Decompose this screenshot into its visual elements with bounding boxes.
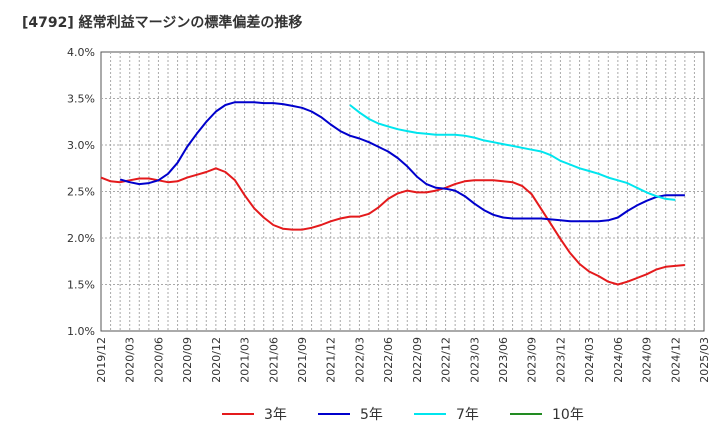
x-tick-label: 2022/09 [411,337,424,383]
x-tick-label: 2023/03 [468,337,481,383]
axis-tick-labels: 1.0% 1.5% 2.0% 2.5% 3.0% 3.5% 4.0% 2019/12 2020/… [67,46,711,383]
x-tick-label: 2024/06 [612,337,625,383]
legend-label-2: 7年 [456,407,479,423]
x-tick-label: 2020/06 [152,337,165,383]
x-tick-label: 2024/09 [641,337,654,383]
grid-lines [101,52,704,331]
legend-label-0: 3年 [264,407,287,423]
x-tick-label: 2025/03 [698,337,711,383]
x-tick-label: 2022/12 [440,337,453,383]
series-line-0 [100,167,685,286]
x-tick-label: 2024/03 [583,337,596,383]
series-lines [100,101,685,286]
y-tick-label: 4.0% [67,46,95,59]
y-tick-label: 3.0% [67,139,95,152]
x-tick-label: 2019/12 [95,337,108,383]
x-tick-label: 2022/06 [382,337,395,383]
chart-title: [4792] 経常利益マージンの標準偏差の推移 [22,15,303,31]
x-tick-label: 2020/09 [181,337,194,383]
legend: 3年 5年 7年 10年 [222,407,584,423]
y-tick-label: 3.5% [67,93,95,106]
x-tick-label: 2024/12 [669,337,682,383]
legend-label-1: 5年 [360,407,383,423]
x-tick-label: 2022/03 [353,337,366,383]
x-tick-label: 2020/03 [124,337,137,383]
x-tick-label: 2023/09 [526,337,539,383]
x-tick-label: 2021/06 [267,337,280,383]
x-tick-label: 2020/12 [210,337,223,383]
y-tick-label: 1.5% [67,279,95,292]
y-tick-label: 2.0% [67,232,95,245]
y-tick-label: 2.5% [67,186,95,199]
series-line-1 [119,101,685,223]
series-line-2 [349,104,676,201]
x-tick-label: 2023/06 [497,337,510,383]
x-tick-label: 2021/09 [296,337,309,383]
x-tick-label: 2023/12 [554,337,567,383]
x-tick-label: 2021/12 [325,337,338,383]
y-tick-label: 1.0% [67,325,95,338]
legend-label-3: 10年 [552,407,584,423]
x-tick-label: 2021/03 [239,337,252,383]
